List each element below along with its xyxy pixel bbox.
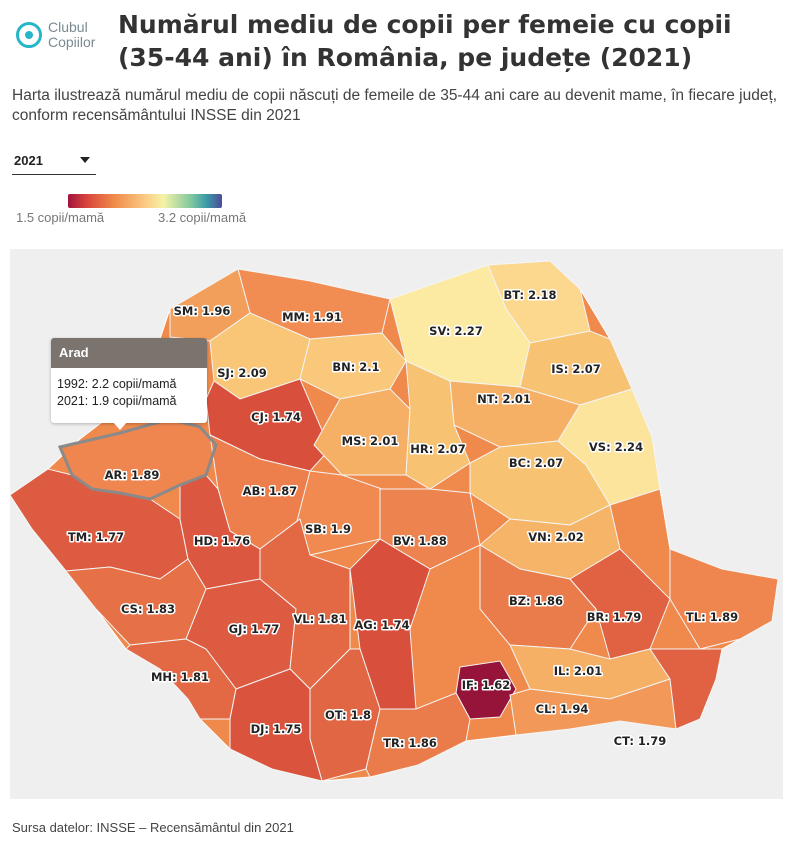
romania-county-map: SM: 1.96 MM: 1.91 BT: 2.18 SV: 2.27 SJ: 2.09…: [10, 260, 779, 782]
county-region-tr[interactable]: [365, 692, 471, 778]
brand-name: Clubul Copiilor: [48, 20, 95, 50]
county-region-tl[interactable]: [669, 548, 779, 650]
county-label-il: IL: 2.01: [554, 664, 603, 678]
county-label-dj: DJ: 1.75: [251, 722, 302, 736]
logo-dot-icon: [25, 31, 33, 39]
color-legend: 1.5 copii/mamă 3.2 copii/mamă: [14, 194, 274, 228]
brand-logo: Clubul Copiilor: [14, 16, 114, 56]
county-label-tl: TL: 1.89: [686, 610, 738, 624]
map-container: SM: 1.96 MM: 1.91 BT: 2.18 SV: 2.27 SJ: 2.09…: [10, 249, 783, 799]
county-label-ag: AG: 1.74: [354, 618, 409, 632]
page-subtitle: Harta ilustrează numărul mediu de copii …: [12, 87, 778, 124]
tooltip-pointer: [112, 421, 128, 430]
county-label-vl: VL: 1.81: [293, 612, 346, 626]
tooltip-1992-value: 1992: 2.2 copii/mamă: [57, 377, 177, 391]
county-label-is: IS: 2.07: [551, 362, 601, 376]
county-label-tm: TM: 1.77: [68, 530, 124, 544]
county-region-mh[interactable]: [125, 638, 237, 720]
county-label-vn: VN: 2.02: [528, 530, 584, 544]
county-label-bn: BN: 2.1: [332, 360, 379, 374]
county-label-vs: VS: 2.24: [589, 440, 643, 454]
legend-min-label: 1.5 copii/mamă: [16, 210, 105, 225]
page-title: Numărul mediu de copii per femeie cu cop…: [118, 10, 732, 72]
county-label-nt: NT: 2.01: [477, 392, 531, 406]
legend-max-label: 3.2 copii/mamă: [158, 210, 247, 225]
county-label-bz: BZ: 1.86: [509, 594, 563, 608]
county-label-bc: BC: 2.07: [509, 456, 563, 470]
county-label-sb: SB: 1.9: [305, 522, 351, 536]
county-label-ar: AR: 1.89: [105, 468, 160, 482]
county-label-mm: MM: 1.91: [282, 310, 342, 324]
county-label-br: BR: 1.79: [587, 610, 642, 624]
tooltip-county-name: Arad: [51, 338, 207, 368]
county-label-bv: BV: 1.88: [393, 534, 447, 548]
caret-down-icon: [80, 157, 90, 163]
county-label-tr: TR: 1.86: [383, 736, 437, 750]
legend-gradient-bar: [68, 194, 222, 208]
brand-line-2: Copiilor: [48, 34, 96, 50]
brand-line-1: Clubul: [48, 19, 88, 35]
county-label-cs: CS: 1.83: [121, 602, 175, 616]
year-dropdown-value: 2021: [14, 153, 43, 168]
year-dropdown[interactable]: 2021: [12, 150, 96, 175]
county-label-ms: MS: 2.01: [342, 434, 399, 448]
county-label-bt: BT: 2.18: [504, 288, 557, 302]
county-label-cl: CL: 1.94: [536, 702, 589, 716]
county-region-br[interactable]: [569, 548, 671, 660]
county-label-if: IF: 1.62: [462, 678, 510, 692]
county-region-bz[interactable]: [479, 544, 597, 650]
county-label-hd: HD: 1.76: [194, 534, 250, 548]
county-tooltip: Arad 1992: 2.2 copii/mamă 2021: 1.9 copi…: [51, 338, 207, 423]
county-label-cj: CJ: 1.74: [251, 410, 301, 424]
county-label-ab: AB: 1.87: [243, 484, 298, 498]
logo-ring-icon: [16, 22, 42, 48]
data-source-note: Sursa datelor: INSSE – Recensământul din…: [12, 820, 294, 835]
county-region-hr[interactable]: [405, 360, 471, 490]
county-label-sv: SV: 2.27: [429, 324, 483, 338]
county-region-dj[interactable]: [229, 668, 323, 782]
county-region-ct[interactable]: [649, 648, 723, 730]
tooltip-2021-value: 2021: 1.9 copii/mamă: [57, 394, 177, 408]
county-label-hr: HR: 2.07: [410, 442, 465, 456]
county-label-sj: SJ: 2.09: [217, 366, 267, 380]
county-label-ct: CT: 1.79: [614, 734, 667, 748]
county-label-ot: OT: 1.8: [325, 708, 371, 722]
county-label-gj: GJ: 1.77: [229, 622, 280, 636]
county-label-sm: SM: 1.96: [174, 304, 231, 318]
county-label-mh: MH: 1.81: [151, 670, 209, 684]
